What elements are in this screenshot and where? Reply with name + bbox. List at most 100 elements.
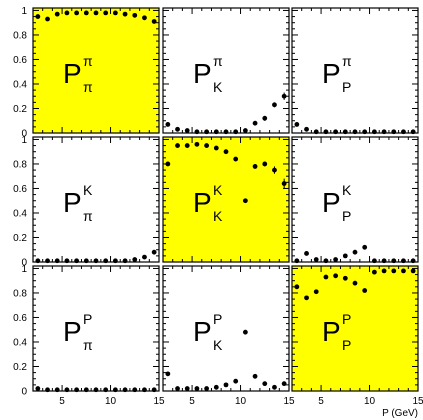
data-point	[272, 167, 277, 173]
x-tick-label: 15	[412, 396, 423, 407]
panel-subscript: P	[342, 337, 351, 353]
y-tick-label: 0.2	[13, 362, 27, 373]
data-point	[281, 93, 287, 99]
data-point	[262, 381, 268, 387]
data-point	[391, 258, 397, 264]
data-point	[333, 273, 339, 279]
y-tick-label: 0.6	[13, 55, 27, 66]
data-point	[323, 258, 329, 264]
data-point	[175, 126, 180, 132]
panel-subscript: π	[83, 337, 93, 353]
panel-frame	[162, 7, 290, 134]
panel-frame	[291, 136, 419, 263]
data-point	[252, 373, 258, 379]
panel-0-0: 0 0.2 0.4 0.6 0.8 1 P ππ	[13, 6, 160, 140]
data-point	[323, 129, 329, 135]
panel-2-2: 5 10 15 P PP	[291, 265, 423, 407]
data-point	[333, 257, 339, 262]
data-point	[272, 102, 277, 108]
data-point	[281, 381, 287, 387]
data-point	[74, 387, 80, 393]
data-point	[391, 268, 397, 274]
panel-superscript: π	[213, 53, 223, 69]
data-point	[313, 129, 319, 135]
data-point	[213, 384, 219, 390]
data-point	[213, 145, 219, 151]
x-tick-label: 5	[59, 396, 65, 407]
panel-superscript: π	[83, 53, 93, 69]
data-point	[151, 19, 157, 24]
data-point	[401, 129, 406, 135]
panel-subscript: K	[213, 208, 223, 224]
data-point	[304, 251, 309, 256]
data-point	[323, 274, 329, 280]
y-tick-label: 1	[21, 264, 27, 275]
data-point	[352, 129, 358, 135]
panel-subscript: K	[213, 337, 223, 353]
panel-superscript: P	[213, 311, 222, 327]
data-point	[93, 387, 99, 393]
data-point	[35, 258, 41, 264]
data-point	[64, 387, 70, 393]
data-point	[184, 143, 190, 148]
data-point	[252, 120, 258, 126]
panel-frame	[32, 136, 160, 263]
data-point	[112, 10, 118, 16]
data-point	[103, 258, 109, 264]
data-point	[281, 181, 287, 186]
data-point	[103, 387, 109, 393]
data-point	[223, 149, 229, 155]
panel-superscript: K	[213, 182, 223, 198]
data-point	[151, 387, 157, 393]
panel-2-1: 5 10 15 P PK	[162, 265, 295, 407]
panel-symbol: P	[322, 58, 341, 89]
data-point	[54, 258, 60, 264]
data-point	[294, 122, 300, 127]
y-tick-label: 1	[21, 6, 27, 17]
data-point	[362, 129, 368, 135]
data-point	[294, 258, 300, 264]
data-point	[132, 387, 138, 393]
data-point	[242, 329, 248, 335]
panel-symbol: P	[193, 316, 212, 347]
data-point	[401, 258, 406, 264]
panel-frame	[162, 265, 290, 392]
data-point	[262, 115, 268, 121]
data-point	[362, 244, 368, 250]
y-tick-label: 0.4	[13, 337, 27, 348]
data-point	[83, 10, 89, 16]
data-point	[74, 258, 80, 264]
data-point	[54, 11, 60, 17]
data-point	[223, 382, 229, 388]
y-tick-label: 0.6	[13, 184, 27, 195]
panel-frame	[162, 136, 290, 263]
x-tick-label: 10	[105, 396, 117, 407]
panel-subscript: K	[213, 79, 223, 95]
data-point	[184, 386, 190, 391]
x-tick-label: 5	[318, 396, 324, 407]
data-point	[35, 14, 41, 19]
y-tick-label: 0.4	[13, 79, 27, 90]
data-point	[352, 280, 358, 286]
panel-superscript: π	[342, 53, 352, 69]
data-point	[112, 258, 118, 264]
data-point	[371, 269, 377, 275]
data-point	[313, 257, 319, 262]
data-point	[83, 387, 89, 393]
y-tick-label: 0	[21, 258, 27, 269]
panel-symbol: P	[63, 316, 82, 347]
data-point	[391, 129, 397, 135]
data-point	[333, 129, 339, 135]
data-point	[194, 129, 200, 135]
panel-1-0: 0 0.2 0.4 0.6 0.8 1 P Kπ	[13, 135, 160, 269]
data-point	[204, 129, 210, 135]
panel-superscript: K	[83, 182, 93, 198]
data-point	[175, 386, 180, 391]
data-point	[64, 258, 70, 264]
y-tick-label: 0.4	[13, 208, 27, 219]
data-point	[54, 387, 60, 393]
data-point	[194, 141, 200, 147]
